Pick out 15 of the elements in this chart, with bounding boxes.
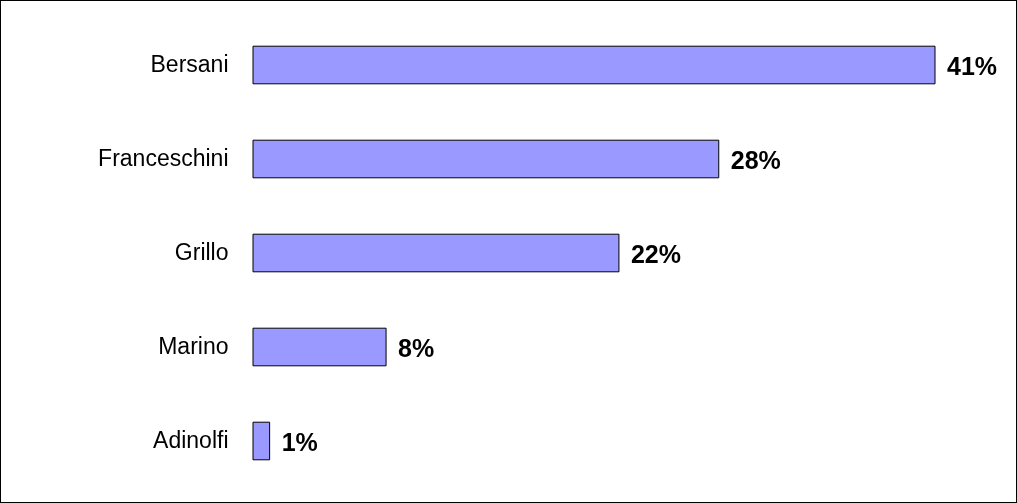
data-label: 1%	[281, 428, 318, 456]
bar	[252, 45, 936, 85]
data-label: 22%	[630, 240, 681, 268]
data-label: 41%	[947, 52, 998, 80]
y-tick-label: Franceschini	[98, 145, 229, 171]
y-tick-label: Adinolfi	[153, 427, 229, 453]
bar	[252, 139, 720, 179]
data-label: 8%	[398, 334, 435, 362]
bar	[252, 233, 620, 273]
bar	[252, 421, 271, 461]
y-tick-label: Marino	[158, 333, 229, 359]
y-tick-label: Grillo	[174, 239, 229, 265]
y-tick-label: Bersani	[150, 51, 229, 77]
data-label: 28%	[730, 146, 781, 174]
bar	[252, 327, 387, 367]
